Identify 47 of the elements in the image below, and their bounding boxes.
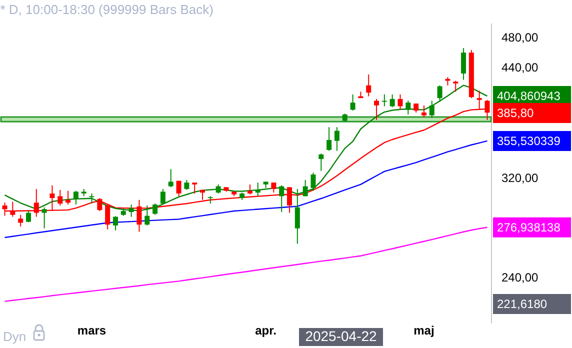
- candlestick: [160, 188, 166, 206]
- candlestick: [58, 189, 63, 206]
- candlestick: [112, 216, 118, 231]
- candlestick: [255, 182, 260, 197]
- text: Dyn: [3, 329, 26, 344]
- candlestick: [350, 94, 356, 112]
- candlestick: [176, 180, 182, 197]
- x-tick-label: apr.: [255, 324, 276, 338]
- candlestick: [334, 126, 340, 152]
- candlestick: [406, 100, 411, 115]
- candlestick: [390, 94, 395, 108]
- data-label: 276,938138: [497, 220, 561, 234]
- candlestick: [326, 126, 332, 152]
- text: 221,6180: [497, 297, 548, 311]
- candlestick: [26, 210, 31, 223]
- candlestick: [421, 104, 426, 118]
- candlestick: [461, 48, 466, 80]
- candlestick: [429, 100, 434, 118]
- data-label: 404,860943: [497, 89, 561, 104]
- candlestick: [271, 182, 276, 194]
- candlestick: [184, 179, 190, 190]
- y-tick-label: 480,00: [502, 30, 539, 45]
- data-label: 355,530339: [497, 134, 561, 148]
- candlestick: [374, 98, 380, 121]
- y-tick-label: 240,00: [502, 270, 539, 284]
- candlestick: [310, 172, 316, 192]
- candlestick: [89, 192, 94, 204]
- candlestick: [453, 80, 458, 92]
- y-tick-label: 440,00: [502, 60, 539, 75]
- candlestick: [18, 214, 24, 227]
- candlestick: [192, 182, 198, 194]
- candlestick: [216, 184, 221, 194]
- line-series: [4, 140, 488, 238]
- text: 2025-04-22: [305, 328, 378, 344]
- candlestick: [168, 168, 174, 188]
- chart-title: * D, 10:00-18:30 (999999 Bars Back): [0, 2, 214, 17]
- line-series: [4, 226, 488, 302]
- text: 385,80: [497, 106, 534, 120]
- candlestick: [366, 74, 372, 97]
- candlestick: [318, 153, 324, 172]
- candlestick: [247, 184, 252, 195]
- y-tick-label: 320,00: [502, 170, 539, 185]
- x-tick-label: maj: [414, 324, 434, 338]
- x-tick-label: mars: [77, 324, 106, 338]
- candlestick: [302, 179, 308, 197]
- candlestick: [73, 190, 78, 206]
- candlestick: [398, 94, 403, 110]
